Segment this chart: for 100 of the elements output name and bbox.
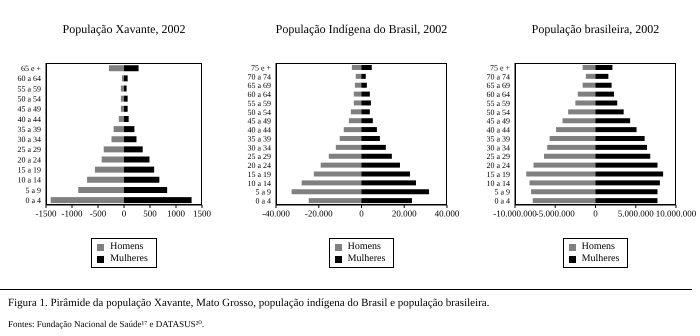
y-tick-label: 25 a 29 [486,152,510,162]
bar [526,171,596,176]
y-tick-label: 15 a 19 [247,170,271,179]
bar [352,64,362,70]
bar [104,146,124,152]
y-tick-label: 55 a 59 [486,98,510,108]
bar [596,171,664,176]
y-tick-label: 35 a 39 [486,134,510,144]
y-tick-label: 5 a 9 [255,188,271,197]
bar [120,96,124,102]
y-tick-label: 0 a 4 [494,196,510,206]
bar [354,92,362,97]
bar [596,144,648,150]
bar [124,75,128,82]
y-tick-label: 0 a 4 [255,196,271,206]
bar [124,65,139,72]
bar [350,109,362,114]
y-tick-label: 65 a 69 [486,81,510,90]
y-tick-label: 65 a 69 [247,81,271,90]
x-tick-label: -20.000 [304,208,334,218]
bar [320,162,362,168]
bar [362,109,370,114]
bar [362,162,400,168]
bar [596,154,650,159]
bar [578,92,596,97]
bar [362,127,377,132]
y-tick-label: 55 a 59 [17,84,41,94]
bar [102,156,124,163]
bar [328,154,362,159]
y-tick-label: 50 a 54 [17,94,41,104]
bar [596,162,658,168]
bar [362,100,371,106]
bar [586,74,596,79]
legend-label: Homens [582,241,615,253]
bar [362,171,410,176]
bar [124,186,168,193]
y-tick-label: 75 e + [250,63,272,72]
legend-label: Mulheres [110,253,148,265]
text: Figura 1. Pirâmide da população Xavante, Mato Grosso, população indígena do Brasil e população brasileira. [8,297,490,309]
bar [124,86,127,92]
bar [596,82,612,88]
bar [596,109,624,114]
y-tick-label: 25 a 29 [17,145,41,154]
bar [354,82,362,88]
y-tick-label: 65 e + [20,64,42,74]
bar [344,127,362,132]
bar [575,100,596,106]
bar [112,136,124,142]
bar [596,64,612,70]
x-tick-label: 10.000.000 [656,208,697,218]
bar [582,64,596,70]
bar [348,118,362,124]
x-tick-label: 0 [122,208,127,218]
bar [336,144,362,150]
y-tick-label: 40 a 44 [17,114,41,124]
bar [124,156,150,163]
x-tick-label: 40.000 [434,208,460,218]
legend-label: Mulheres [582,253,620,265]
y-tick-label: 45 a 49 [17,104,41,114]
bar [124,126,134,132]
y-tick-label: 10 a 14 [486,178,510,188]
x-tick-label: 1000 [167,208,186,218]
bar [356,74,362,79]
y-tick-label: 60 a 64 [17,74,41,84]
bar [94,166,124,173]
bar [547,144,596,150]
bar [87,176,124,183]
bar [596,198,658,204]
bar [596,180,660,186]
x-tick-label: 20.000 [392,208,418,218]
x-tick-label: 0 [359,208,364,218]
y-tick-label: 70 a 74 [486,72,510,82]
y-tick-label: 25 a 29 [247,152,271,162]
bar [596,127,637,132]
y-tick-label: 75 e + [490,63,510,72]
bar [362,189,430,194]
bar [544,154,596,159]
bar [354,100,362,106]
bar [124,116,129,122]
bar [50,197,124,204]
bar [302,180,362,186]
y-tick-label: 5 a 9 [494,188,510,197]
y-tick-label: 20 a 24 [17,155,41,164]
x-tick-label: -10.000.000 [493,208,538,218]
bar [596,136,645,141]
bar [124,146,143,152]
bar [596,74,608,79]
bar [362,180,416,186]
bar [568,109,596,114]
bar [124,176,160,183]
bar [596,189,658,194]
bar [124,166,154,173]
bar [362,82,367,88]
bar [534,162,596,168]
y-tick-label: 15 a 19 [486,170,510,179]
bar [596,100,618,106]
y-tick-label: 50 a 54 [486,108,510,117]
bar [362,74,366,79]
bar [114,126,124,132]
bar [531,189,596,194]
